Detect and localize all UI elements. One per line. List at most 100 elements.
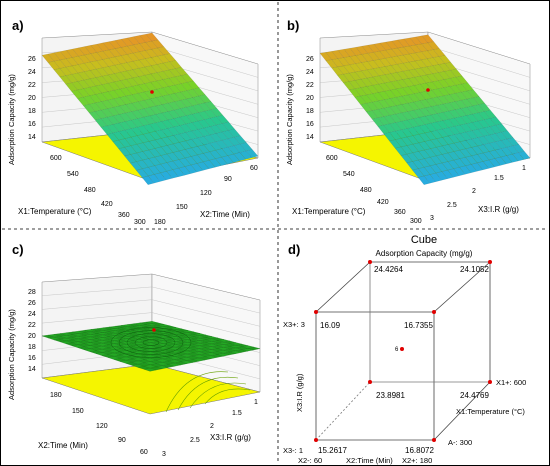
cube-edge bbox=[315, 261, 371, 313]
cube-x1-low-label: A-: 300 bbox=[448, 438, 472, 447]
cube-edge bbox=[433, 261, 491, 313]
panel-c-x-ticks: 180 150 120 90 60 bbox=[50, 392, 148, 456]
cube-x2-axis-label: X2:Time (Min) bbox=[346, 456, 393, 465]
c-surface-contour-ring bbox=[134, 336, 168, 349]
panel-a-center-point bbox=[150, 90, 154, 94]
cube-x1-high-label: X1+: 600 bbox=[496, 378, 526, 387]
c-surface-contour-ring bbox=[126, 333, 176, 352]
panel-b-ztick: 24 bbox=[306, 69, 314, 76]
panel-c-xtick: 180 bbox=[50, 392, 62, 399]
panel-a-xtick: 480 bbox=[84, 187, 96, 194]
panel-b-ztick: 22 bbox=[306, 82, 314, 89]
panel-c-ytick: 1.5 bbox=[232, 410, 242, 417]
cube-title: Cube bbox=[411, 234, 437, 246]
panel-a-letter: a) bbox=[12, 18, 24, 33]
panel-a-ytick: 90 bbox=[224, 176, 232, 183]
panel-a-y-axis-label: X2:Time (Min) bbox=[200, 210, 250, 219]
panel-b-letter: b) bbox=[287, 18, 299, 33]
c-surface-contour-ring bbox=[110, 327, 192, 358]
panel-b-xtick: 540 bbox=[343, 171, 355, 178]
panel-a-y-ticks: 180 150 120 90 60 bbox=[154, 165, 258, 226]
panel-c-surface bbox=[41, 321, 261, 372]
cube-value: 16.8072 bbox=[405, 446, 434, 455]
panel-a-xtick: 360 bbox=[118, 212, 130, 219]
panel-c-x-axis-label: X2:Time (Min) bbox=[38, 441, 88, 450]
cube-corner-point bbox=[314, 438, 318, 442]
panel-a-z-ticks: 26 24 22 20 18 16 14 bbox=[28, 56, 36, 141]
panel-a-ztick: 20 bbox=[28, 95, 36, 102]
panel-b-ztick: 16 bbox=[306, 121, 314, 128]
panel-a-ztick: 26 bbox=[28, 56, 36, 63]
panel-c-floor-contour-lines bbox=[165, 371, 251, 413]
panel-b-ztick: 20 bbox=[306, 95, 314, 102]
panel-c-ztick: 14 bbox=[28, 366, 36, 373]
panel-c-z-ticks: 28 26 24 22 20 18 16 14 bbox=[28, 289, 36, 373]
panel-b-y-axis-label: X3:I.R (g/g) bbox=[478, 205, 519, 214]
panel-c-ztick: 16 bbox=[28, 355, 36, 362]
panel-a-surface bbox=[41, 32, 259, 185]
panel-b-z-axis-label: Adsorption Capacity (mg/g) bbox=[285, 74, 294, 165]
panel-a-ztick: 16 bbox=[28, 121, 36, 128]
panel-b-ztick: 18 bbox=[306, 108, 314, 115]
panel-b-y-ticks: 3 2.5 2 1.5 1 bbox=[430, 165, 526, 222]
cube-corner-point bbox=[368, 260, 372, 264]
panel-c-xtick: 90 bbox=[118, 437, 126, 444]
panel-b-ytick: 1.5 bbox=[494, 175, 504, 182]
cube-x3-low-label: X3-: 1 bbox=[283, 446, 303, 455]
cube-edge bbox=[433, 381, 491, 441]
panel-c-y-ticks: 3 2.5 2 1.5 1 bbox=[162, 399, 258, 458]
panel-b: b) 26 24 22 20 18 16 14 Adsorption Capac… bbox=[285, 18, 531, 225]
panel-c-floor-contour-line bbox=[165, 371, 229, 413]
cube-x2-high-label: X2+: 180 bbox=[402, 456, 432, 465]
panel-c-floor-contour-line bbox=[177, 376, 239, 411]
c-surface-contour-ring bbox=[118, 330, 184, 355]
panel-a-xtick: 600 bbox=[50, 155, 62, 162]
cube-value: 23.8981 bbox=[376, 391, 405, 400]
panel-b-center-point bbox=[426, 88, 430, 92]
panel-b-xtick: 300 bbox=[410, 218, 422, 225]
cube-center-point bbox=[400, 347, 404, 351]
panel-b-x-ticks: 600 540 480 420 360 300 bbox=[326, 155, 422, 225]
cube-value: 16.09 bbox=[320, 321, 341, 330]
panel-c: c) 28 26 24 22 20 18 16 14 Adsorption Ca… bbox=[7, 242, 261, 458]
panel-d-cube: d) Cube Adsorption Capacity (mg/g) bbox=[283, 234, 526, 465]
panel-b-ytick: 2.5 bbox=[447, 202, 457, 209]
panel-a: a) 26 24 22 20 18 16 14 Adsorption Capac… bbox=[7, 18, 259, 226]
panel-a-ytick: 180 bbox=[154, 219, 166, 226]
cube-value: 24.4264 bbox=[374, 265, 403, 274]
panel-c-center-point bbox=[152, 328, 156, 332]
cube-value: 24.1052 bbox=[460, 265, 489, 274]
panel-b-z-ticks: 26 24 22 20 18 16 14 bbox=[306, 56, 314, 141]
panel-b-xtick: 600 bbox=[326, 155, 338, 162]
cube-value: 16.7355 bbox=[404, 321, 433, 330]
panel-c-ztick: 24 bbox=[28, 311, 36, 318]
panel-c-ztick: 28 bbox=[28, 289, 36, 296]
panel-c-ytick: 2 bbox=[210, 423, 214, 430]
panel-c-y-axis-label: X3:I.R (g/g) bbox=[210, 433, 251, 442]
panel-b-x-axis-label: X1:Temperature (°C) bbox=[292, 207, 366, 216]
cube-x1-axis-label: X1:Temperature (°C) bbox=[456, 407, 525, 416]
cube-value: 24.4769 bbox=[460, 391, 489, 400]
panel-c-floor-contour-line bbox=[204, 388, 251, 405]
cube-x3-axis-label: X3:I.R (g/g) bbox=[295, 373, 304, 412]
panel-a-xtick: 300 bbox=[134, 219, 146, 226]
cube-x3-high-label: X3+: 3 bbox=[283, 320, 305, 329]
panel-a-ztick: 22 bbox=[28, 82, 36, 89]
cube-corner-point bbox=[368, 380, 372, 384]
panel-b-ytick: 1 bbox=[522, 165, 526, 172]
panel-b-ytick: 2 bbox=[472, 188, 476, 195]
panel-b-xtick: 480 bbox=[360, 187, 372, 194]
panel-c-ztick: 26 bbox=[28, 300, 36, 307]
panel-a-z-axis-label: Adsorption Capacity (mg/g) bbox=[7, 74, 16, 165]
panel-c-xtick: 150 bbox=[72, 408, 84, 415]
panel-a-ztick: 24 bbox=[28, 69, 36, 76]
cube-x2-low-label: X2-: 60 bbox=[298, 456, 322, 465]
cube-center-count: 6 bbox=[395, 347, 399, 353]
panel-c-floor-contour bbox=[41, 363, 261, 415]
cube-corner-point bbox=[432, 438, 436, 442]
c-grid-line bbox=[41, 312, 261, 340]
panel-c-xtick: 120 bbox=[96, 423, 108, 430]
c-surface-contour-ring bbox=[142, 339, 160, 346]
panel-a-xtick: 420 bbox=[101, 201, 113, 208]
